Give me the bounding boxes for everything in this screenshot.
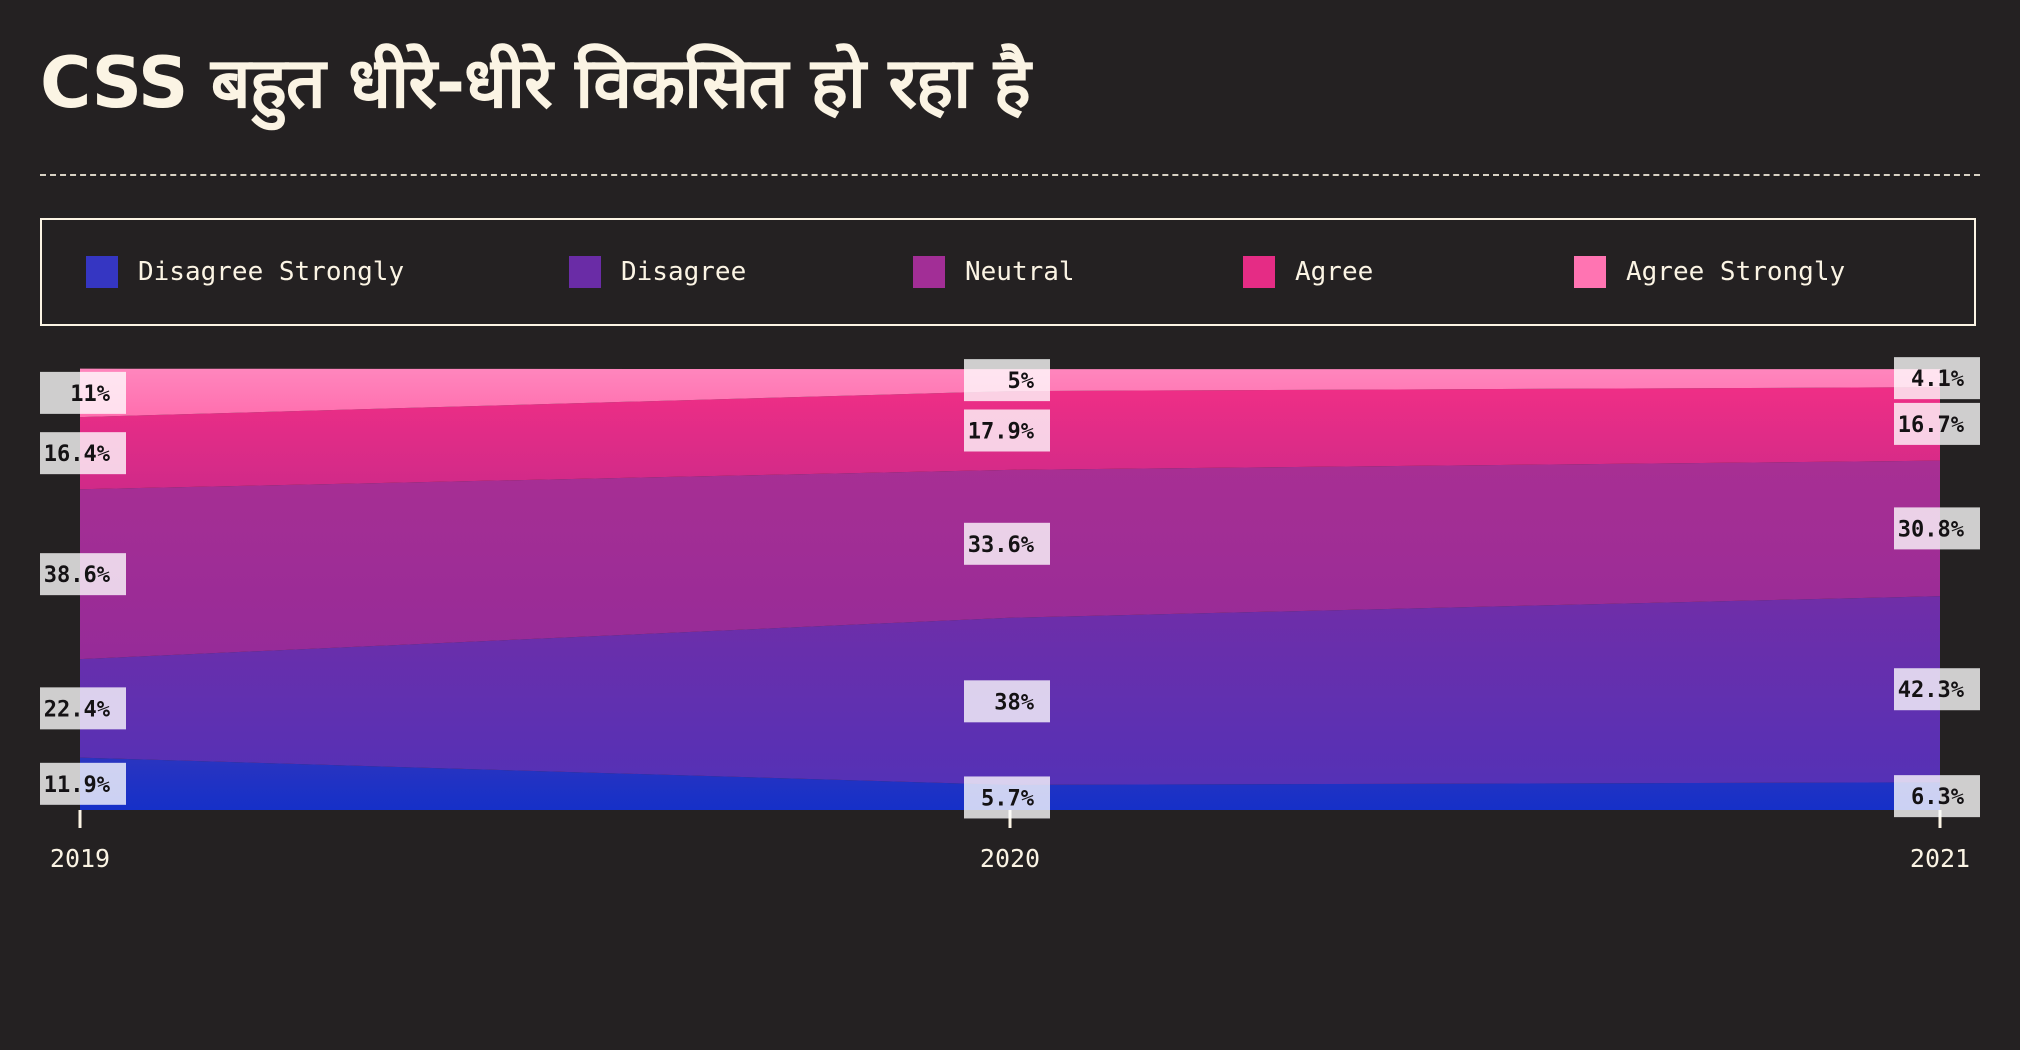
value-label-text: 4.1% bbox=[1911, 367, 1965, 392]
chart-legend: Disagree Strongly Disagree Neutral Agree… bbox=[40, 218, 1976, 326]
x-tick-label: 2019 bbox=[50, 844, 110, 873]
value-label-text: 16.4% bbox=[44, 442, 111, 467]
x-tick-label: 2021 bbox=[1910, 844, 1970, 873]
value-label: 38% bbox=[964, 680, 1050, 723]
value-label-box bbox=[1894, 668, 1980, 711]
value-label: 11% bbox=[40, 371, 126, 414]
value-label-text: 6.3% bbox=[1911, 785, 1965, 810]
value-label-box bbox=[1894, 775, 1980, 818]
value-label-text: 33.6% bbox=[968, 533, 1035, 558]
value-label-text: 17.9% bbox=[968, 420, 1035, 445]
legend-item-agree-strongly[interactable]: Agree Strongly bbox=[1574, 220, 1845, 324]
value-labels-group: 11.9% 5.7% 6.3% 22.4% 38% 42.3% 38.6% 33.6% 30.8… bbox=[40, 357, 1980, 819]
value-label: 22.4% bbox=[40, 687, 126, 730]
value-label-box bbox=[964, 680, 1050, 723]
value-label-box bbox=[40, 432, 126, 475]
value-label-text: 42.3% bbox=[1898, 678, 1965, 703]
value-label: 30.8% bbox=[1894, 507, 1980, 550]
value-label: 38.6% bbox=[40, 553, 126, 596]
value-label: 11.9% bbox=[40, 762, 126, 805]
legend-item-neutral[interactable]: Neutral bbox=[913, 220, 1075, 324]
area-agree-strongly[interactable] bbox=[80, 368, 1940, 418]
value-label: 42.3% bbox=[1894, 668, 1980, 711]
value-label-box bbox=[40, 762, 126, 805]
value-label-text: 11% bbox=[70, 382, 110, 407]
value-label-box bbox=[40, 371, 126, 414]
legend-item-disagree[interactable]: Disagree bbox=[569, 220, 746, 324]
value-label: 33.6% bbox=[964, 522, 1050, 565]
value-label: 16.7% bbox=[1894, 402, 1980, 445]
value-label-box bbox=[964, 776, 1050, 819]
value-label-text: 30.8% bbox=[1898, 517, 1965, 542]
legend-swatch bbox=[913, 256, 945, 288]
value-label-box bbox=[1894, 357, 1980, 400]
legend-label: Disagree Strongly bbox=[138, 257, 405, 287]
legend-label: Agree bbox=[1295, 257, 1374, 287]
chart-title: CSS बहुत धीरे-धीरे विकसित हो रहा है bbox=[40, 42, 1031, 124]
title-divider bbox=[40, 174, 1980, 176]
value-label-box bbox=[964, 409, 1050, 452]
legend-swatch bbox=[86, 256, 118, 288]
x-tick-label: 2020 bbox=[980, 844, 1040, 873]
value-label-box bbox=[40, 687, 126, 730]
value-label-text: 5.7% bbox=[981, 786, 1035, 811]
value-label: 17.9% bbox=[964, 409, 1050, 452]
value-label: 5.7% bbox=[964, 776, 1050, 819]
value-label-box bbox=[1894, 402, 1980, 445]
value-label-box bbox=[40, 553, 126, 596]
legend-swatch bbox=[1243, 256, 1275, 288]
x-axis: 2019 2020 2021 bbox=[50, 810, 1970, 873]
value-label: 4.1% bbox=[1894, 357, 1980, 400]
value-label-text: 16.7% bbox=[1898, 413, 1965, 438]
value-label: 6.3% bbox=[1894, 775, 1980, 818]
stacked-area-chart: 2019 2020 2021 11.9% 5.7% 6.3% 22.4% 38% 42.3% 3… bbox=[40, 357, 1980, 873]
value-label-box bbox=[964, 359, 1050, 402]
value-label-box bbox=[1894, 507, 1980, 550]
legend-swatch bbox=[569, 256, 601, 288]
value-label-text: 38.6% bbox=[44, 563, 111, 588]
legend-label: Agree Strongly bbox=[1626, 257, 1846, 287]
area-disagree-strongly[interactable] bbox=[80, 757, 1940, 810]
legend-label: Disagree bbox=[621, 257, 747, 287]
value-label: 5% bbox=[964, 359, 1050, 402]
legend-label: Neutral bbox=[965, 257, 1075, 287]
legend-item-agree[interactable]: Agree bbox=[1243, 220, 1373, 324]
value-label-box bbox=[964, 522, 1050, 565]
value-label-text: 11.9% bbox=[44, 773, 111, 798]
legend-swatch bbox=[1574, 256, 1606, 288]
value-label: 16.4% bbox=[40, 432, 126, 475]
value-label-text: 5% bbox=[1008, 369, 1035, 394]
legend-item-disagree-strongly[interactable]: Disagree Strongly bbox=[86, 220, 404, 324]
value-label-text: 22.4% bbox=[44, 697, 111, 722]
value-label-text: 38% bbox=[994, 690, 1034, 715]
